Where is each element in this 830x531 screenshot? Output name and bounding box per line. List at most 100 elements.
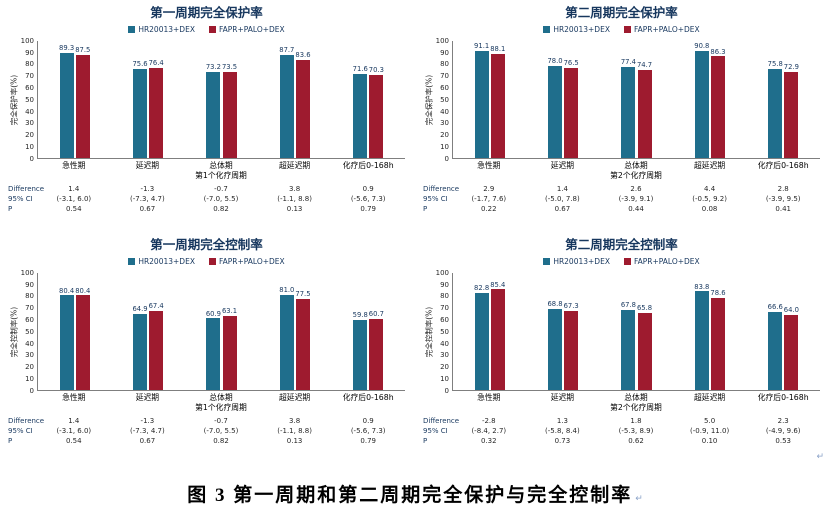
- bar-group: 59.8 60.7: [332, 273, 405, 391]
- stats-row-label: 95% CI: [8, 427, 33, 436]
- bar-value-label: 80.4: [59, 286, 75, 295]
- stats-value: 0.13: [286, 204, 303, 213]
- stats-value: 2.8: [777, 185, 789, 194]
- y-tick-label: 70: [25, 72, 34, 81]
- cycle-label: 第1个化疗周期: [195, 402, 247, 412]
- stats-value: 0.82: [213, 204, 229, 213]
- stats-row: 95% CI (-8.4, 2.7) (-5.8, 8.4) (-5.3, 8.9) (…: [423, 427, 820, 436]
- bar-group: 75.8 72.9: [747, 41, 820, 159]
- plot-area: 89.3 87.5 75.6 76.4 73.2 73.5 87.7 83.6 71.6 70.3: [37, 41, 405, 160]
- bar-value-label: 83.6: [295, 50, 311, 59]
- stats-value: 0.44: [628, 204, 644, 213]
- legend: HR20013+DEX FAPR+PALO+DEX: [423, 24, 820, 34]
- stats-table: Difference 1.4 -1.3 -0.7 3.8 0.9 95% CI (-3.1, …: [8, 186, 405, 213]
- bar-column: 83.8: [694, 273, 709, 391]
- legend-swatch: [623, 257, 631, 265]
- y-tick-label: 90: [440, 280, 449, 289]
- y-tick-label: 10: [25, 374, 34, 383]
- y-tick-label: 0: [29, 154, 34, 163]
- bar-value-label: 78.0: [547, 57, 563, 66]
- y-tick-label: 90: [440, 48, 449, 57]
- y-tick-label: 10: [440, 374, 449, 383]
- stats-value: (-4.9, 9.6): [765, 427, 801, 436]
- stats-row: 95% CI (-3.1, 6.0) (-7.3, 4.7) (-7.0, 5.5) (…: [8, 427, 405, 436]
- bar-series2: [490, 289, 505, 391]
- y-tick-label: 40: [440, 107, 449, 116]
- bar-column: 60.9: [206, 273, 221, 391]
- legend: HR20013+DEX FAPR+PALO+DEX: [8, 256, 405, 266]
- legend-swatch: [128, 257, 136, 265]
- stats-value: 0.79: [360, 204, 376, 213]
- x-axis-labels: 急性期 延迟期 总体期 超延迟期 化疗后0-168h: [8, 391, 405, 403]
- y-tick-label: 60: [440, 83, 449, 92]
- stats-value: 0.9: [362, 417, 374, 426]
- bar-series2: [564, 310, 579, 391]
- y-tick-label: 30: [25, 119, 34, 128]
- y-axis-title-text: 完全保护率(%): [424, 75, 433, 126]
- bar-series1: [279, 54, 294, 159]
- bar-column: 78.0: [547, 41, 563, 159]
- bar-group: 71.6 70.3: [332, 41, 405, 159]
- bar-column: 73.5: [222, 41, 237, 159]
- stats-value: -2.8: [481, 417, 496, 426]
- bar-column: 76.5: [564, 41, 579, 159]
- stats-value: 0.53: [775, 436, 791, 445]
- bar-column: 75.6: [132, 41, 148, 159]
- stats-value: 0.10: [701, 436, 718, 445]
- bar-column: 81.0: [279, 273, 294, 391]
- bar-column: 74.7: [637, 41, 652, 159]
- bar-series2: [710, 297, 725, 391]
- stats-value: (-7.0, 5.5): [203, 195, 239, 204]
- bar-group: 80.4 80.4: [38, 273, 111, 391]
- x-category-label: 化疗后0-168h: [757, 161, 809, 171]
- bar-value-label: 67.4: [148, 301, 164, 310]
- legend-label: HR20013+DEX: [553, 24, 610, 34]
- bar-series1: [353, 73, 368, 159]
- stats-value: (-3.9, 9.5): [765, 195, 801, 204]
- bar-value-label: 64.9: [132, 304, 148, 313]
- bar-value-label: 72.9: [783, 63, 799, 72]
- stats-value: 1.8: [630, 417, 642, 426]
- bar-value-label: 67.8: [620, 301, 636, 310]
- stats-row: Difference 2.9 1.4 2.6 4.4 2.8: [423, 186, 820, 194]
- bar-column: 64.0: [784, 273, 799, 391]
- stats-value: 3.8: [289, 417, 301, 426]
- bar-series1: [621, 66, 636, 159]
- y-axis-title: 完全保护率(%): [8, 41, 19, 159]
- stats-value: 0.9: [362, 185, 374, 194]
- bar-column: 77.5: [295, 273, 311, 391]
- y-tick-label: 0: [444, 386, 449, 395]
- bar-value-label: 75.6: [132, 60, 148, 69]
- bar-column: 77.4: [620, 41, 636, 159]
- stats-row-label: Difference: [8, 417, 45, 426]
- cycle-row: 第2个化疗周期: [423, 403, 820, 413]
- bar-column: 65.8: [636, 273, 653, 391]
- bar-series1: [694, 51, 709, 159]
- bar-value-label: 86.3: [710, 47, 726, 56]
- bar-series2: [149, 310, 164, 391]
- bar-value-label: 70.3: [368, 66, 384, 75]
- bar-value-label: 90.8: [694, 42, 710, 51]
- bar-column: 85.4: [490, 273, 505, 391]
- bar-value-label: 65.8: [636, 303, 653, 312]
- stats-value: (-0.5, 9.2): [692, 195, 727, 204]
- stats-value: 0.32: [481, 436, 497, 445]
- bar-series2: [295, 298, 310, 391]
- y-tick-label: 0: [29, 386, 34, 395]
- stats-value: 0.13: [286, 436, 303, 445]
- bar-value-label: 77.4: [620, 58, 636, 67]
- legend: HR20013+DEX FAPR+PALO+DEX: [8, 24, 405, 34]
- x-category-label: 延迟期: [135, 161, 160, 171]
- stats-value: 2.3: [777, 417, 789, 426]
- bar-series1: [768, 68, 783, 159]
- stats-row-label: P: [8, 204, 13, 213]
- stats-row: Difference 1.4 -1.3 -0.7 3.8 0.9: [8, 418, 405, 426]
- bar-value-label: 87.7: [279, 45, 295, 54]
- y-tick-label: 70: [25, 304, 34, 313]
- bar-series2: [784, 72, 799, 159]
- bar-series2: [295, 59, 310, 159]
- stats-value: (-5.6, 7.3): [350, 427, 386, 436]
- bar-value-label: 75.8: [767, 60, 783, 69]
- x-category-label: 总体期: [624, 161, 648, 171]
- legend-label: FAPR+PALO+DEX: [633, 24, 700, 34]
